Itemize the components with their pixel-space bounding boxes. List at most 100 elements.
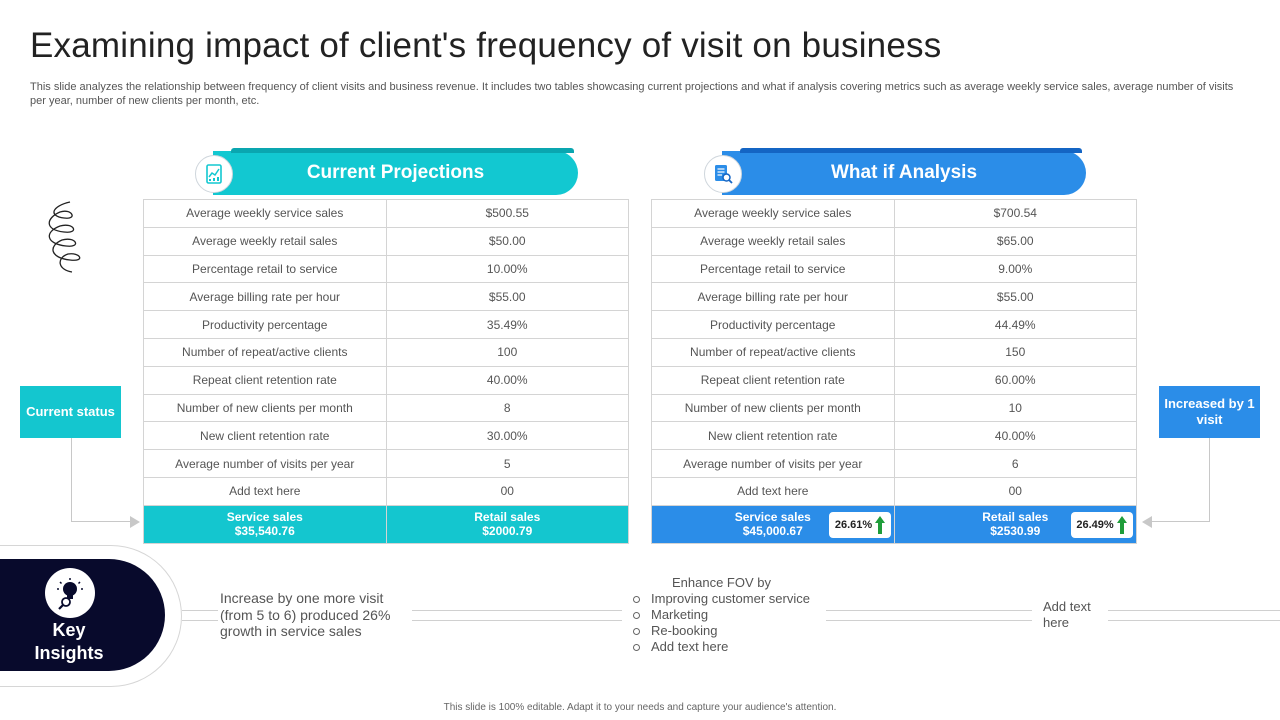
- metric-cell: Percentage retail to service: [651, 254, 895, 284]
- table-row: Average weekly retail sales $50.00: [143, 226, 630, 256]
- insight-1-text: Increase by one more visit (from 5 to 6)…: [220, 590, 391, 639]
- value-cell: 60.00%: [893, 365, 1138, 395]
- current-status-box: Current status: [20, 386, 121, 438]
- table-row: Number of repeat/active clients 150: [651, 337, 1138, 367]
- current-projections-table: Average weekly service sales $500.55 Aver…: [143, 199, 630, 544]
- metric-cell: Repeat client retention rate: [143, 365, 387, 395]
- metric-cell: Add text here: [143, 476, 387, 506]
- metric-cell: Number of repeat/active clients: [143, 337, 387, 367]
- table-row: Average number of visits per year 6: [651, 449, 1138, 478]
- value-cell: 5: [385, 449, 630, 478]
- metric-cell: Average billing rate per hour: [651, 282, 895, 312]
- increased-status-box: Increased by 1 visit: [1159, 386, 1260, 438]
- table-row: Add text here 00: [651, 476, 1138, 506]
- service-sales-label: Service sales: [734, 510, 811, 525]
- chart-document-icon: [195, 155, 233, 193]
- retail-sales-label: Retail sales: [474, 510, 541, 525]
- metric-cell: Number of repeat/active clients: [651, 337, 895, 367]
- table-row: Repeat client retention rate 40.00%: [143, 365, 630, 395]
- retail-sales-value: $2530.99: [990, 524, 1041, 539]
- table-row: New client retention rate 40.00%: [651, 421, 1138, 451]
- right-connector-arrow: [1142, 516, 1152, 528]
- insight-divider: [1108, 610, 1280, 621]
- list-item: Add text here: [632, 639, 822, 655]
- metric-cell: Average weekly service sales: [143, 199, 387, 228]
- value-cell: 6: [893, 449, 1138, 478]
- value-cell: 100: [385, 337, 630, 367]
- insight-2-heading: Enhance FOV by: [672, 575, 771, 590]
- table-row: Number of new clients per month 10: [651, 393, 1138, 423]
- table-row: Add text here 00: [143, 476, 630, 506]
- retail-growth-value: 26.49%: [1076, 518, 1114, 531]
- service-growth-badge: 26.61%: [829, 511, 891, 538]
- service-sales-label: Service sales: [226, 510, 303, 525]
- metric-cell: Productivity percentage: [651, 310, 895, 339]
- metric-cell: Number of new clients per month: [143, 393, 387, 423]
- table-row: Percentage retail to service 9.00%: [651, 254, 1138, 284]
- header-top-bar: [740, 148, 1082, 153]
- metric-cell: Average weekly retail sales: [651, 226, 895, 256]
- value-cell: 10.00%: [385, 254, 630, 284]
- metric-cell: Average number of visits per year: [651, 449, 895, 478]
- insight-3-text: Add text here: [1043, 599, 1091, 630]
- table-row: Average weekly retail sales $65.00: [651, 226, 1138, 256]
- insight-divider: [182, 610, 218, 621]
- document-search-icon: [704, 155, 742, 193]
- value-cell: $55.00: [893, 282, 1138, 312]
- table-row: New client retention rate 30.00%: [143, 421, 630, 451]
- table-row: Number of repeat/active clients 100: [143, 337, 630, 367]
- value-cell: 8: [385, 393, 630, 423]
- arrow-up-icon: [875, 515, 886, 534]
- value-cell: 40.00%: [893, 421, 1138, 451]
- key-label-line2: Insights: [34, 643, 104, 663]
- retail-sales-label: Retail sales: [982, 510, 1049, 525]
- value-cell: 44.49%: [893, 310, 1138, 339]
- right-connector-line: [1152, 438, 1210, 522]
- arrow-up-icon: [1116, 515, 1127, 534]
- metric-cell: Average weekly service sales: [651, 199, 895, 228]
- metric-cell: Average number of visits per year: [143, 449, 387, 478]
- what-if-analysis-header: What if Analysis: [704, 148, 1086, 195]
- table-row: Average billing rate per hour $55.00: [143, 282, 630, 312]
- key-label-line1: Key: [52, 620, 86, 640]
- value-cell: $500.55: [385, 199, 630, 228]
- table-row: Average weekly service sales $700.54: [651, 199, 1138, 228]
- left-connector-arrow: [130, 516, 140, 528]
- metric-cell: Productivity percentage: [143, 310, 387, 339]
- service-sales-total: Service sales $45,000.67 26.61%: [651, 504, 895, 544]
- metric-cell: New client retention rate: [651, 421, 895, 451]
- value-cell: 150: [893, 337, 1138, 367]
- value-cell: $65.00: [893, 226, 1138, 256]
- insight-2-list: Improving customer service Marketing Re-…: [632, 591, 822, 655]
- table-row: Percentage retail to service 10.00%: [143, 254, 630, 284]
- list-item: Marketing: [632, 607, 822, 623]
- table-row: Number of new clients per month 8: [143, 393, 630, 423]
- retail-sales-total: Retail sales $2000.79: [385, 504, 630, 544]
- value-cell: 10: [893, 393, 1138, 423]
- metric-cell: New client retention rate: [143, 421, 387, 451]
- service-sales-total: Service sales $35,540.76: [143, 504, 387, 544]
- key-insights-label: Key Insights: [14, 619, 124, 665]
- current-projections-header: Current Projections: [195, 148, 578, 195]
- insight-divider: [826, 610, 1032, 621]
- header-top-bar: [231, 148, 574, 153]
- metric-cell: Percentage retail to service: [143, 254, 387, 284]
- table-row: Average weekly service sales $500.55: [143, 199, 630, 228]
- value-cell: 40.00%: [385, 365, 630, 395]
- table-row: Productivity percentage 44.49%: [651, 310, 1138, 339]
- totals-row: Service sales $45,000.67 26.61% Retail s…: [651, 504, 1138, 544]
- value-cell: $55.00: [385, 282, 630, 312]
- page-title: Examining impact of client's frequency o…: [30, 26, 942, 65]
- service-growth-value: 26.61%: [834, 518, 873, 531]
- list-item: Re-booking: [632, 623, 822, 639]
- table-row: Average billing rate per hour $55.00: [651, 282, 1138, 312]
- metric-cell: Number of new clients per month: [651, 393, 895, 423]
- value-cell: 9.00%: [893, 254, 1138, 284]
- value-cell: $700.54: [893, 199, 1138, 228]
- metric-cell: Average weekly retail sales: [143, 226, 387, 256]
- retail-growth-badge: 26.49%: [1070, 511, 1133, 538]
- service-sales-value: $35,540.76: [234, 524, 295, 539]
- insight-divider: [412, 610, 622, 621]
- retail-sales-value: $2000.79: [482, 524, 533, 539]
- squiggle-decoration: [48, 201, 81, 273]
